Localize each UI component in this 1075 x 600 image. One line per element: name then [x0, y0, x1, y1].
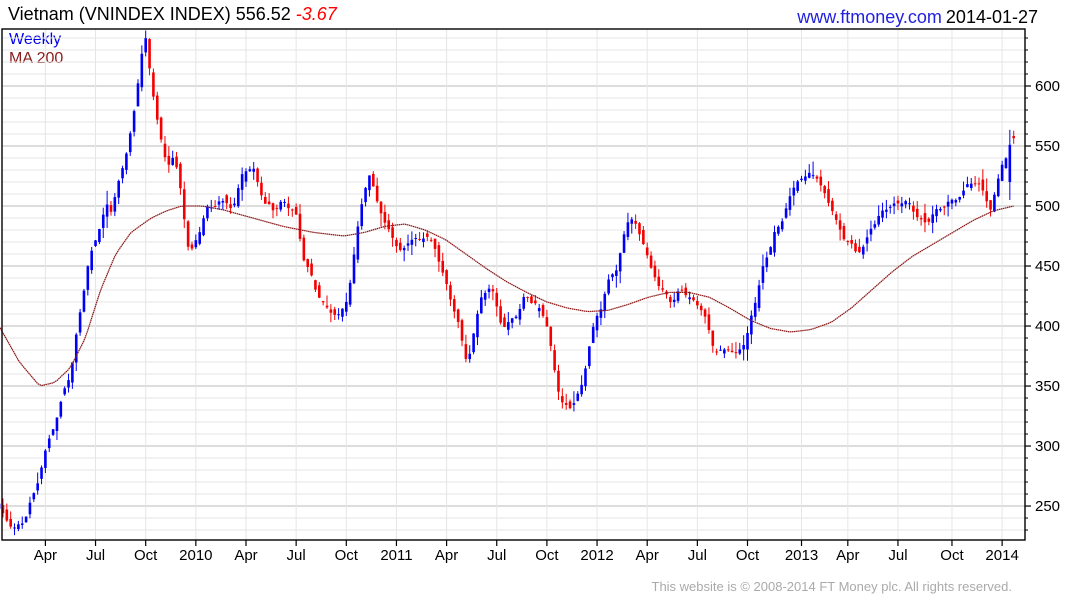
svg-text:Apr: Apr: [34, 547, 57, 564]
svg-text:550: 550: [1035, 138, 1060, 155]
svg-text:Oct: Oct: [940, 547, 964, 564]
svg-text:Apr: Apr: [836, 547, 859, 564]
svg-text:Apr: Apr: [435, 547, 458, 564]
svg-text:2010: 2010: [179, 547, 212, 564]
svg-text:Oct: Oct: [335, 547, 359, 564]
svg-text:250: 250: [1035, 498, 1060, 515]
svg-text:Apr: Apr: [636, 547, 659, 564]
svg-text:400: 400: [1035, 318, 1060, 335]
svg-text:Jul: Jul: [688, 547, 707, 564]
svg-text:Jul: Jul: [888, 547, 907, 564]
svg-text:300: 300: [1035, 438, 1060, 455]
svg-text:Jul: Jul: [86, 547, 105, 564]
svg-text:450: 450: [1035, 258, 1060, 275]
svg-text:Oct: Oct: [736, 547, 760, 564]
svg-text:Apr: Apr: [234, 547, 257, 564]
svg-text:2012: 2012: [580, 547, 613, 564]
svg-text:Oct: Oct: [134, 547, 158, 564]
svg-text:Jul: Jul: [287, 547, 306, 564]
svg-text:Oct: Oct: [535, 547, 559, 564]
svg-text:2011: 2011: [380, 547, 412, 564]
svg-text:Jul: Jul: [487, 547, 506, 564]
svg-text:500: 500: [1035, 198, 1060, 215]
svg-text:2013: 2013: [785, 547, 818, 564]
svg-text:2014: 2014: [985, 547, 1018, 564]
svg-text:600: 600: [1035, 78, 1060, 95]
svg-text:350: 350: [1035, 378, 1060, 395]
